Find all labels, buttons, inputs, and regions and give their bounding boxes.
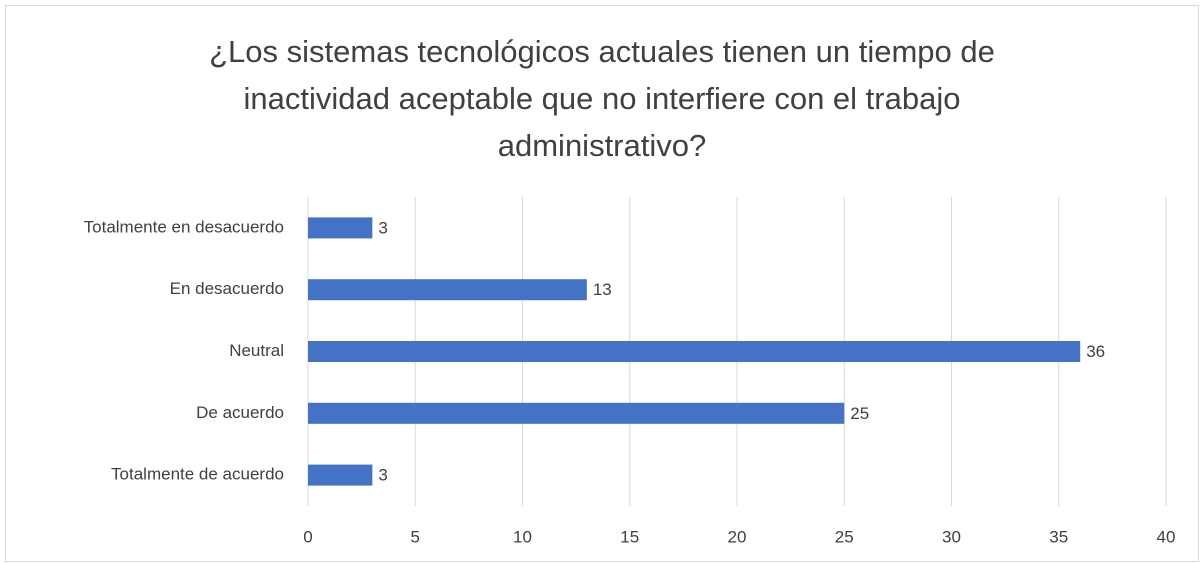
bar <box>308 402 845 424</box>
x-tick-label: 35 <box>1049 527 1068 546</box>
x-tick-label: 40 <box>1157 527 1176 546</box>
x-tick-label: 30 <box>942 527 961 546</box>
chart-border <box>5 5 1199 562</box>
x-tick-label: 20 <box>728 527 747 546</box>
x-tick-label: 15 <box>620 527 639 546</box>
bar <box>308 217 373 239</box>
x-tick-label: 0 <box>303 527 312 546</box>
bar <box>308 464 373 486</box>
data-label: 3 <box>378 218 387 237</box>
data-label: 25 <box>850 404 869 423</box>
data-label: 36 <box>1086 342 1105 361</box>
x-tick-label: 25 <box>835 527 854 546</box>
data-label: 3 <box>378 466 387 485</box>
y-tick-label: En desacuerdo <box>170 279 284 298</box>
y-tick-label: De acuerdo <box>196 403 284 422</box>
x-tick-label: 5 <box>411 527 420 546</box>
data-label: 13 <box>593 280 612 299</box>
x-tick-label: 10 <box>513 527 532 546</box>
y-tick-label: Totalmente en desacuerdo <box>84 217 284 236</box>
bar <box>308 341 1081 362</box>
y-tick-label: Totalmente de acuerdo <box>111 465 284 484</box>
y-tick-label: Neutral <box>229 341 284 360</box>
bar <box>308 279 587 301</box>
chart-title: ¿Los sistemas tecnológicos actuales tien… <box>209 34 995 163</box>
